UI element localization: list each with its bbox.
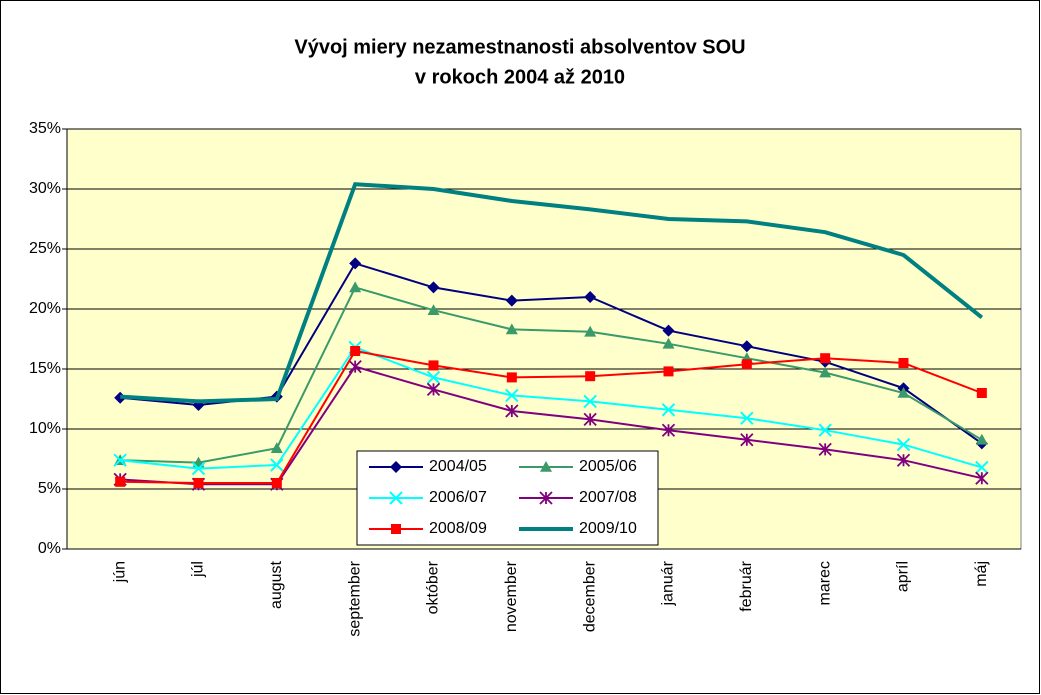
- data-point: [113, 453, 127, 467]
- data-point: [662, 324, 675, 337]
- y-tick-label: 30%: [29, 180, 61, 197]
- x-tick-label: október: [425, 560, 442, 614]
- x-tick-label: jún: [111, 561, 128, 583]
- data-point: [740, 411, 754, 425]
- data-point: [193, 478, 204, 488]
- y-tick-label: 5%: [38, 480, 61, 497]
- data-point: [975, 433, 988, 445]
- data-point: [975, 460, 989, 475]
- series-line: [120, 346, 983, 470]
- legend-label: 2004/05: [429, 458, 487, 475]
- legend-marker: [391, 524, 401, 534]
- x-tick-label: január: [660, 560, 677, 606]
- data-point: [270, 458, 284, 472]
- data-point: [505, 323, 518, 335]
- legend-label: 2006/07: [429, 489, 487, 506]
- legend-label: 2008/09: [429, 520, 487, 537]
- data-point: [818, 423, 832, 437]
- y-tick-label: 15%: [29, 360, 61, 377]
- data-point: [505, 388, 519, 403]
- data-point: [896, 437, 911, 452]
- x-tick-label: júl: [190, 561, 207, 578]
- data-point: [976, 388, 987, 398]
- x-tick-label: november: [503, 560, 520, 632]
- data-point: [428, 360, 439, 371]
- legend-marker: [389, 491, 403, 505]
- y-tick-label: 0%: [38, 540, 61, 557]
- data-point: [820, 353, 831, 364]
- legend-label: 2009/10: [579, 520, 637, 537]
- data-point: [661, 403, 676, 417]
- data-point: [191, 461, 206, 476]
- x-tick-label: september: [346, 560, 363, 636]
- data-point: [270, 442, 283, 453]
- data-point: [896, 453, 911, 467]
- series-line: [120, 182, 984, 404]
- data-point: [427, 304, 440, 315]
- y-tick-label: 25%: [29, 240, 61, 257]
- x-tick-label: december: [581, 560, 598, 632]
- data-point: [506, 372, 517, 383]
- chart-title: v rokoch 2004 až 2010: [415, 66, 625, 88]
- x-tick-label: marec: [816, 561, 833, 605]
- data-point: [271, 478, 282, 488]
- series-line: [120, 286, 983, 464]
- series-line: [120, 349, 983, 484]
- legend-label: 2005/06: [579, 458, 637, 475]
- data-point: [349, 257, 362, 270]
- y-tick-label: 10%: [29, 420, 61, 437]
- x-tick-label: august: [268, 560, 285, 609]
- legend-label: 2007/08: [579, 489, 637, 506]
- data-point: [584, 291, 597, 303]
- data-point: [818, 442, 832, 457]
- data-point: [663, 366, 674, 377]
- data-point: [349, 281, 362, 293]
- data-point: [350, 346, 361, 356]
- data-point: [426, 382, 441, 397]
- data-point: [897, 387, 910, 398]
- x-tick-label: február: [738, 560, 755, 611]
- y-tick-label: 35%: [29, 120, 61, 137]
- data-point: [583, 394, 597, 409]
- data-point: [819, 366, 832, 378]
- data-point: [583, 412, 597, 427]
- data-point: [741, 359, 752, 370]
- data-point: [661, 423, 676, 437]
- legend-marker: [539, 491, 553, 505]
- data-point: [505, 404, 519, 418]
- chart-title: Vývoj miery nezamestnanosti absolventov …: [294, 36, 745, 58]
- data-point: [427, 281, 440, 294]
- data-point: [898, 358, 909, 368]
- data-point: [584, 325, 597, 337]
- data-point: [740, 433, 754, 447]
- data-point: [975, 471, 989, 485]
- data-point: [348, 359, 362, 374]
- data-point: [662, 337, 675, 349]
- y-tick-label: 20%: [29, 300, 61, 317]
- legend-marker: [390, 461, 402, 473]
- x-tick-label: máj: [973, 561, 990, 587]
- series-line: [120, 365, 983, 486]
- data-point: [505, 294, 518, 307]
- data-point: [585, 371, 596, 382]
- data-point: [426, 370, 441, 385]
- x-tick-label: apríl: [895, 561, 912, 592]
- data-point: [115, 476, 126, 487]
- legend-marker: [540, 461, 552, 472]
- data-point: [740, 340, 753, 353]
